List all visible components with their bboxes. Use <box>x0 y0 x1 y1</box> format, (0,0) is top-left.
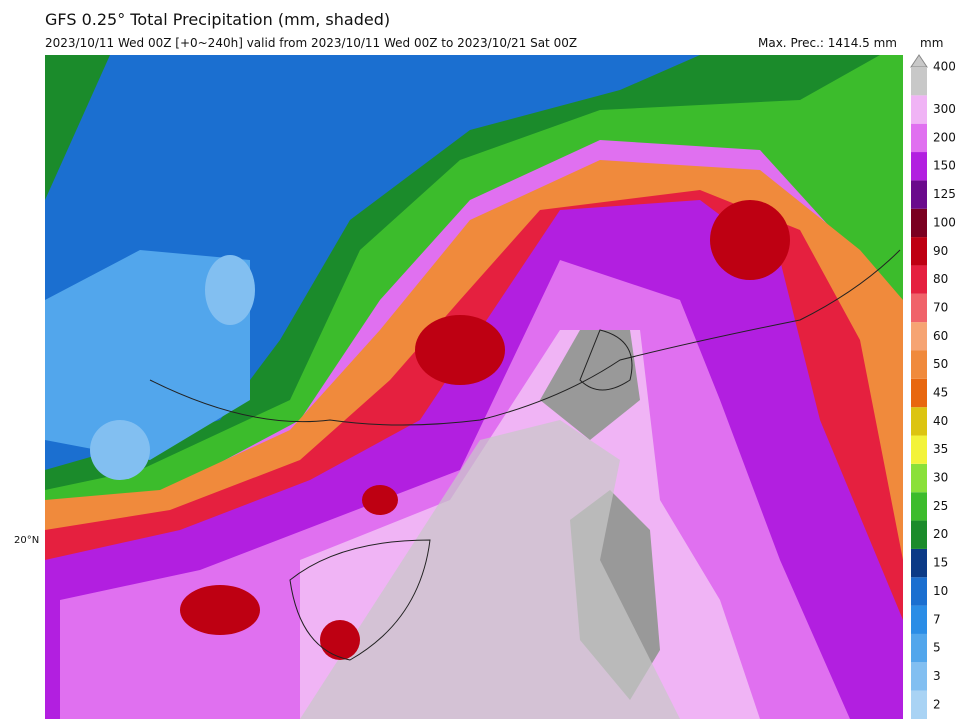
unit: mm <box>920 36 944 50</box>
colorbar-label: 7 <box>933 612 941 626</box>
max-precip: Max. Prec.: 1414.5 mm <box>758 36 897 50</box>
colorbar-label: 15 <box>933 556 948 570</box>
colorbar-label: 300 <box>933 102 956 116</box>
colorbar-label: 100 <box>933 215 956 229</box>
colorbar-swatch <box>911 378 927 408</box>
colorbar-swatch <box>911 548 927 578</box>
colorbar-label: 50 <box>933 357 948 371</box>
colorbar-swatch <box>911 662 927 691</box>
colorbar-swatch <box>911 435 927 464</box>
colorbar-label: 90 <box>933 244 948 258</box>
colorbar-label: 200 <box>933 130 956 144</box>
colorbar-swatch <box>911 407 927 436</box>
subtitle: 2023/10/11 Wed 00Z [+0~240h] valid from … <box>45 36 578 50</box>
colorbar-swatch <box>911 237 927 266</box>
colorbar-swatch <box>911 152 927 181</box>
colorbar-label: 70 <box>933 300 948 314</box>
colorbar-swatch <box>911 492 927 521</box>
colorbar-swatch <box>911 690 927 719</box>
colorbar-swatch <box>911 67 927 96</box>
lat-label: 20°N <box>14 535 40 546</box>
colorbar-label: 150 <box>933 159 956 173</box>
colorbar-label: 30 <box>933 471 948 485</box>
colorbar-swatch <box>911 123 927 153</box>
colorbar-label: 60 <box>933 329 948 343</box>
colorbar-label: 40 <box>933 414 948 428</box>
colorbar-arrow <box>910 54 928 68</box>
colorbar-label: 25 <box>933 499 948 513</box>
colorbar-swatch <box>911 322 927 351</box>
colorbar-label: 2 <box>933 697 941 711</box>
precip-field <box>45 55 903 719</box>
colorbar-swatch <box>911 520 927 549</box>
colorbar-label: 20 <box>933 527 948 541</box>
colorbar-swatch <box>911 577 927 606</box>
colorbar-swatch <box>911 633 927 663</box>
colorbar-label: 400 <box>933 60 956 74</box>
colorbar-label: 3 <box>933 669 941 683</box>
colorbar-swatch <box>911 208 927 238</box>
colorbar-swatch <box>911 463 927 493</box>
colorbar-swatch <box>911 605 927 634</box>
title: GFS 0.25° Total Precipitation (mm, shade… <box>45 10 391 29</box>
colorbar-swatch <box>911 265 927 294</box>
colorbar-label: 125 <box>933 187 956 201</box>
colorbar-swatch <box>911 350 927 379</box>
colorbar-label: 5 <box>933 641 941 655</box>
colorbar-swatch <box>911 95 927 124</box>
colorbar-label: 80 <box>933 272 948 286</box>
colorbar: 2357101520253035404550607080901001251502… <box>911 60 956 719</box>
colorbar-label: 35 <box>933 442 948 456</box>
colorbar-label: 45 <box>933 386 948 400</box>
colorbar-swatch <box>911 293 927 323</box>
colorbar-label: 10 <box>933 584 948 598</box>
colorbar-swatch <box>911 180 927 209</box>
